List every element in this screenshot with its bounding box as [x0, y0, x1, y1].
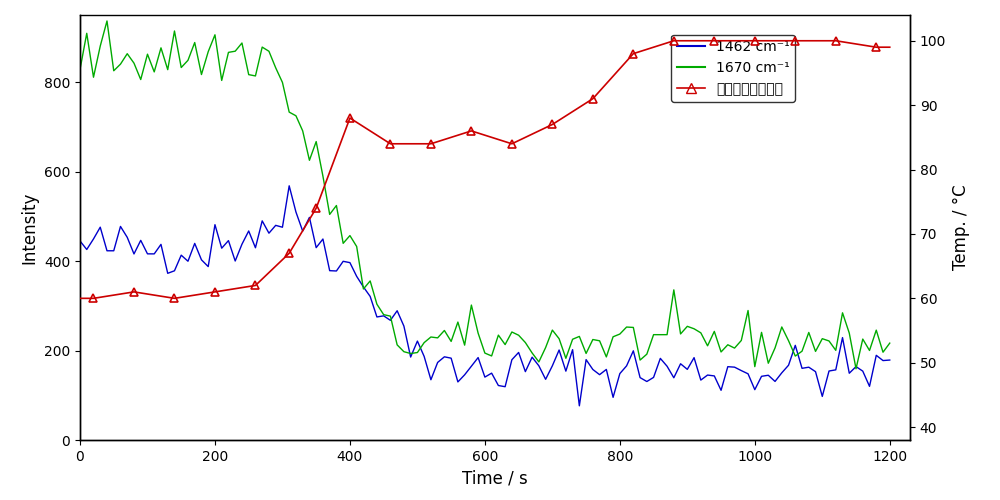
- Y-axis label: Temp. / °C: Temp. / °C: [952, 184, 970, 270]
- Y-axis label: Intensity: Intensity: [20, 192, 38, 264]
- Legend: 1462 cm⁻¹, 1670 cm⁻¹, 温度変化（右軸）: 1462 cm⁻¹, 1670 cm⁻¹, 温度変化（右軸）: [671, 34, 795, 102]
- X-axis label: Time / s: Time / s: [462, 470, 528, 488]
